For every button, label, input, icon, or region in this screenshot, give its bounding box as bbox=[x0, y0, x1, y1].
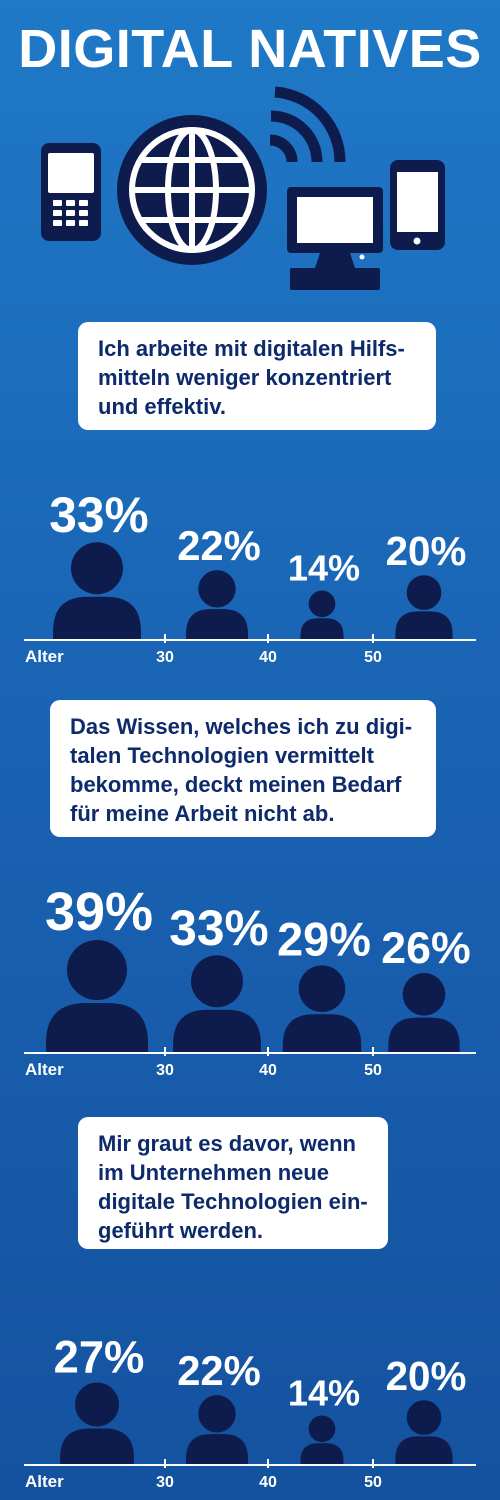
age-chart-1-svg: 33% 22% 14% 20% 30 40 50 Alter bbox=[24, 487, 476, 666]
person-figure-2 bbox=[173, 955, 261, 1053]
person-figure-4 bbox=[388, 973, 460, 1053]
person-figure-3 bbox=[300, 1415, 344, 1465]
tick-label: 50 bbox=[364, 649, 382, 666]
tick-label: 40 bbox=[259, 649, 277, 666]
tick-label: 30 bbox=[156, 1062, 174, 1079]
statement-bubble-1: Ich arbeite mit digitalen Hilfs- mitteln… bbox=[78, 322, 436, 430]
person-head bbox=[308, 1415, 336, 1443]
value-label: 29% bbox=[277, 913, 371, 965]
person-figure-4 bbox=[395, 1400, 453, 1465]
age-chart-2-svg: 39% 33% 29% 26% 30 40 50 Alter bbox=[24, 882, 476, 1079]
person-figure-1 bbox=[53, 542, 141, 640]
person-head bbox=[75, 1382, 119, 1427]
smartphone-icon bbox=[390, 160, 445, 250]
desktop-monitor-icon bbox=[287, 187, 383, 290]
person-figure-4 bbox=[395, 575, 453, 640]
person-head bbox=[198, 1395, 236, 1433]
person-body bbox=[186, 609, 248, 640]
age-chart-1: 33% 22% 14% 20% 30 40 50 Alter bbox=[0, 470, 500, 670]
person-body bbox=[395, 611, 453, 640]
statement-text-2: Das Wissen, welches ich zu digi- talen T… bbox=[70, 714, 413, 826]
statement-text-1: Ich arbeite mit digitalen Hilfs- mitteln… bbox=[98, 336, 405, 419]
person-head bbox=[67, 940, 127, 1000]
person-figure-3 bbox=[300, 590, 344, 640]
person-head bbox=[308, 590, 336, 618]
feature-phone-icon bbox=[41, 143, 101, 241]
wifi-signal-icon bbox=[269, 86, 346, 163]
person-figure-2 bbox=[186, 570, 248, 640]
person-body bbox=[300, 618, 344, 640]
person-body bbox=[300, 1443, 344, 1465]
person-body bbox=[173, 1009, 261, 1053]
person-head bbox=[406, 575, 442, 610]
tick-label: 30 bbox=[156, 1474, 174, 1491]
age-chart-3: 27% 22% 14% 20% 30 40 50 Alter bbox=[0, 1285, 500, 1500]
value-label: 22% bbox=[177, 1347, 261, 1394]
value-label: 14% bbox=[288, 547, 360, 588]
tick-label: 50 bbox=[364, 1474, 382, 1491]
statement-bubble-2: Das Wissen, welches ich zu digi- talen T… bbox=[50, 700, 436, 837]
value-label: 27% bbox=[54, 1331, 145, 1382]
page-title: DIGITAL NATIVES bbox=[18, 19, 482, 79]
tick-label: 40 bbox=[259, 1062, 277, 1079]
person-figure-2 bbox=[186, 1395, 248, 1465]
person-head bbox=[191, 955, 243, 1008]
person-body bbox=[46, 1003, 148, 1053]
value-label: 20% bbox=[386, 528, 467, 574]
value-label: 20% bbox=[386, 1353, 467, 1399]
value-label: 26% bbox=[381, 924, 470, 973]
age-chart-3-svg: 27% 22% 14% 20% 30 40 50 Alter bbox=[24, 1331, 476, 1491]
statement-text-3: Mir graut es davor, wenn im Unternehmen … bbox=[98, 1131, 368, 1243]
person-body bbox=[282, 1014, 362, 1053]
value-label: 39% bbox=[45, 882, 153, 942]
person-body bbox=[60, 1428, 134, 1465]
hero-illustration bbox=[41, 86, 445, 290]
person-head bbox=[298, 965, 346, 1013]
tick-label: 50 bbox=[364, 1062, 382, 1079]
axis-label: Alter bbox=[25, 647, 64, 666]
globe-icon bbox=[117, 115, 267, 265]
value-label: 33% bbox=[49, 487, 148, 543]
person-body bbox=[395, 1436, 453, 1465]
tick-label: 30 bbox=[156, 649, 174, 666]
person-figure-3 bbox=[282, 965, 362, 1053]
person-figure-1 bbox=[46, 940, 148, 1053]
person-body bbox=[186, 1434, 248, 1465]
value-label: 14% bbox=[288, 1372, 360, 1413]
statement-bubble-3: Mir graut es davor, wenn im Unternehmen … bbox=[78, 1117, 388, 1249]
person-figure-1 bbox=[60, 1382, 134, 1465]
person-head bbox=[198, 570, 236, 608]
person-head bbox=[402, 973, 446, 1016]
tick-label: 40 bbox=[259, 1474, 277, 1491]
person-body bbox=[53, 596, 141, 640]
person-head bbox=[71, 542, 123, 595]
value-label: 33% bbox=[169, 900, 268, 956]
axis-label: Alter bbox=[25, 1060, 64, 1079]
person-head bbox=[406, 1400, 442, 1435]
axis-label: Alter bbox=[25, 1472, 64, 1491]
age-chart-2: 39% 33% 29% 26% 30 40 50 Alter bbox=[0, 868, 500, 1088]
value-label: 22% bbox=[177, 522, 261, 569]
person-body bbox=[388, 1017, 460, 1053]
